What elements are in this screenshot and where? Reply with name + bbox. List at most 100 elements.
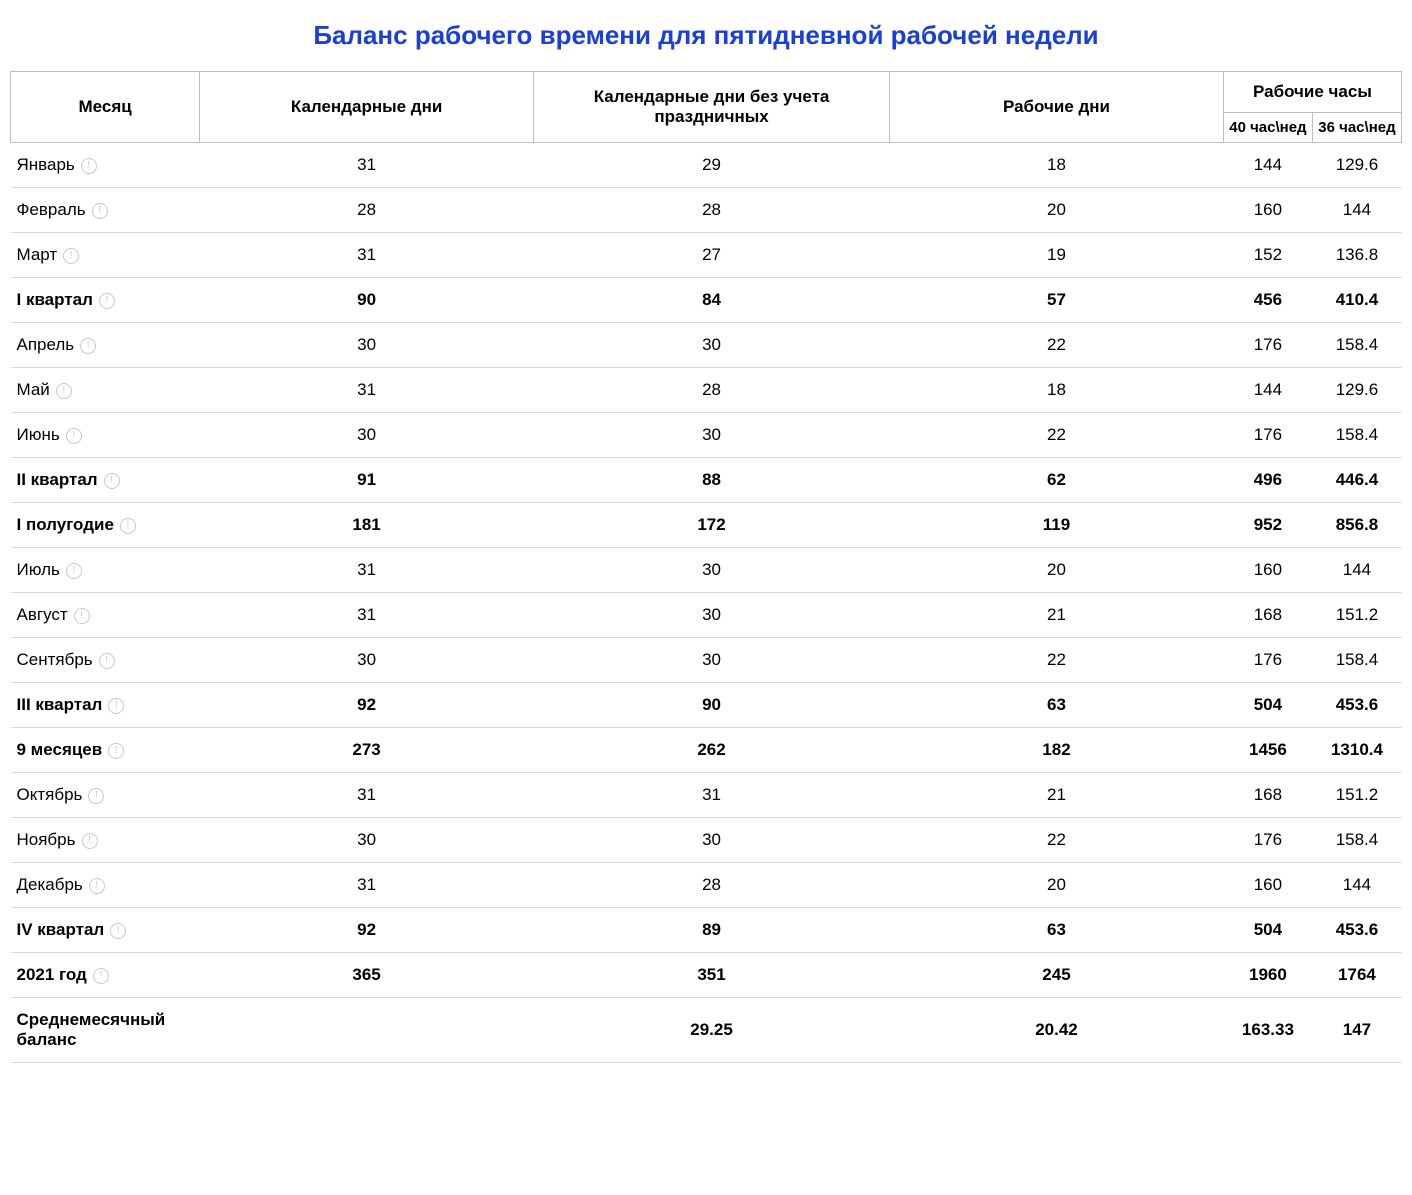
row-label-text: Апрель — [17, 335, 75, 354]
row-label-text: Июль — [17, 560, 60, 579]
cell-h40: 1960 — [1223, 953, 1312, 998]
cell-work: 63 — [890, 683, 1224, 728]
cell-h36: 151.2 — [1312, 773, 1401, 818]
row-label-text: Октябрь — [17, 785, 83, 804]
cell-h40: 160 — [1223, 863, 1312, 908]
row-label-text: II квартал — [17, 470, 98, 489]
cell-h36: 144 — [1312, 188, 1401, 233]
info-icon[interactable]: ! — [56, 383, 72, 399]
balance-table: Месяц Календарные дни Календарные дни бе… — [10, 71, 1402, 1063]
info-icon[interactable]: ! — [63, 248, 79, 264]
info-icon[interactable]: ! — [66, 563, 82, 579]
cell-work: 63 — [890, 908, 1224, 953]
cell-calnp: 172 — [534, 503, 890, 548]
cell-work: 62 — [890, 458, 1224, 503]
cell-h40: 496 — [1223, 458, 1312, 503]
cell-cal: 28 — [200, 188, 534, 233]
info-icon[interactable]: ! — [99, 653, 115, 669]
cell-h36: 136.8 — [1312, 233, 1401, 278]
cell-cal: 92 — [200, 683, 534, 728]
cell-h36: 158.4 — [1312, 413, 1401, 458]
cell-h36: 1310.4 — [1312, 728, 1401, 773]
cell-calnp: 28 — [534, 368, 890, 413]
row-label-text: Среднемесячный баланс — [17, 1010, 166, 1049]
row-label-text: Май — [17, 380, 50, 399]
cell-work: 20.42 — [890, 998, 1224, 1063]
cell-h36: 856.8 — [1312, 503, 1401, 548]
info-icon[interactable]: ! — [108, 743, 124, 759]
cell-h40: 168 — [1223, 593, 1312, 638]
info-icon[interactable]: ! — [92, 203, 108, 219]
cell-work: 22 — [890, 323, 1224, 368]
cell-h36: 151.2 — [1312, 593, 1401, 638]
table-row: Апрель!303022176158.4 — [11, 323, 1402, 368]
info-icon[interactable]: ! — [88, 788, 104, 804]
cell-h36: 144 — [1312, 863, 1401, 908]
cell-calnp: 27 — [534, 233, 890, 278]
cell-cal: 31 — [200, 143, 534, 188]
info-icon[interactable]: ! — [74, 608, 90, 624]
cell-cal: 92 — [200, 908, 534, 953]
cell-calnp: 84 — [534, 278, 890, 323]
cell-work: 19 — [890, 233, 1224, 278]
row-label: Январь! — [11, 143, 200, 188]
row-label-text: Ноябрь — [17, 830, 76, 849]
cell-cal: 31 — [200, 233, 534, 278]
cell-h36: 446.4 — [1312, 458, 1401, 503]
info-icon[interactable]: ! — [110, 923, 126, 939]
info-icon[interactable]: ! — [104, 473, 120, 489]
row-label: IV квартал! — [11, 908, 200, 953]
info-icon[interactable]: ! — [81, 158, 97, 174]
info-icon[interactable]: ! — [89, 878, 105, 894]
row-label-text: Март — [17, 245, 58, 264]
cell-work: 182 — [890, 728, 1224, 773]
table-row: Март!312719152136.8 — [11, 233, 1402, 278]
cell-h36: 453.6 — [1312, 683, 1401, 728]
cell-h40: 168 — [1223, 773, 1312, 818]
cell-calnp: 30 — [534, 593, 890, 638]
row-label-text: I полугодие — [17, 515, 114, 534]
row-label: 2021 год! — [11, 953, 200, 998]
cell-h36: 144 — [1312, 548, 1401, 593]
cell-work: 245 — [890, 953, 1224, 998]
row-label-text: Январь — [17, 155, 75, 174]
info-icon[interactable]: ! — [66, 428, 82, 444]
cell-cal: 31 — [200, 593, 534, 638]
table-header: Месяц Календарные дни Календарные дни бе… — [11, 72, 1402, 143]
cell-calnp: 89 — [534, 908, 890, 953]
cell-work: 18 — [890, 143, 1224, 188]
table-row: II квартал!918862496446.4 — [11, 458, 1402, 503]
table-row: 9 месяцев!27326218214561310.4 — [11, 728, 1402, 773]
cell-calnp: 29.25 — [534, 998, 890, 1063]
cell-work: 22 — [890, 818, 1224, 863]
table-row: Среднемесячный баланс29.2520.42163.33147 — [11, 998, 1402, 1063]
cell-work: 119 — [890, 503, 1224, 548]
info-icon[interactable]: ! — [80, 338, 96, 354]
info-icon[interactable]: ! — [82, 833, 98, 849]
cell-cal: 31 — [200, 773, 534, 818]
info-icon[interactable]: ! — [93, 968, 109, 984]
col-calendar-days: Календарные дни — [200, 72, 534, 143]
cell-calnp: 29 — [534, 143, 890, 188]
row-label-text: III квартал — [17, 695, 103, 714]
info-icon[interactable]: ! — [108, 698, 124, 714]
cell-h36: 410.4 — [1312, 278, 1401, 323]
row-label: Март! — [11, 233, 200, 278]
table-row: Февраль!282820160144 — [11, 188, 1402, 233]
cell-h36: 158.4 — [1312, 323, 1401, 368]
cell-work: 21 — [890, 773, 1224, 818]
cell-h40: 176 — [1223, 638, 1312, 683]
cell-cal: 90 — [200, 278, 534, 323]
col-working-days: Рабочие дни — [890, 72, 1224, 143]
col-working-hours: Рабочие часы — [1223, 72, 1401, 113]
row-label: II квартал! — [11, 458, 200, 503]
cell-h40: 144 — [1223, 143, 1312, 188]
row-label: III квартал! — [11, 683, 200, 728]
info-icon[interactable]: ! — [120, 518, 136, 534]
cell-work: 20 — [890, 188, 1224, 233]
row-label: I полугодие! — [11, 503, 200, 548]
cell-cal: 273 — [200, 728, 534, 773]
cell-h40: 1456 — [1223, 728, 1312, 773]
cell-h40: 163.33 — [1223, 998, 1312, 1063]
info-icon[interactable]: ! — [99, 293, 115, 309]
